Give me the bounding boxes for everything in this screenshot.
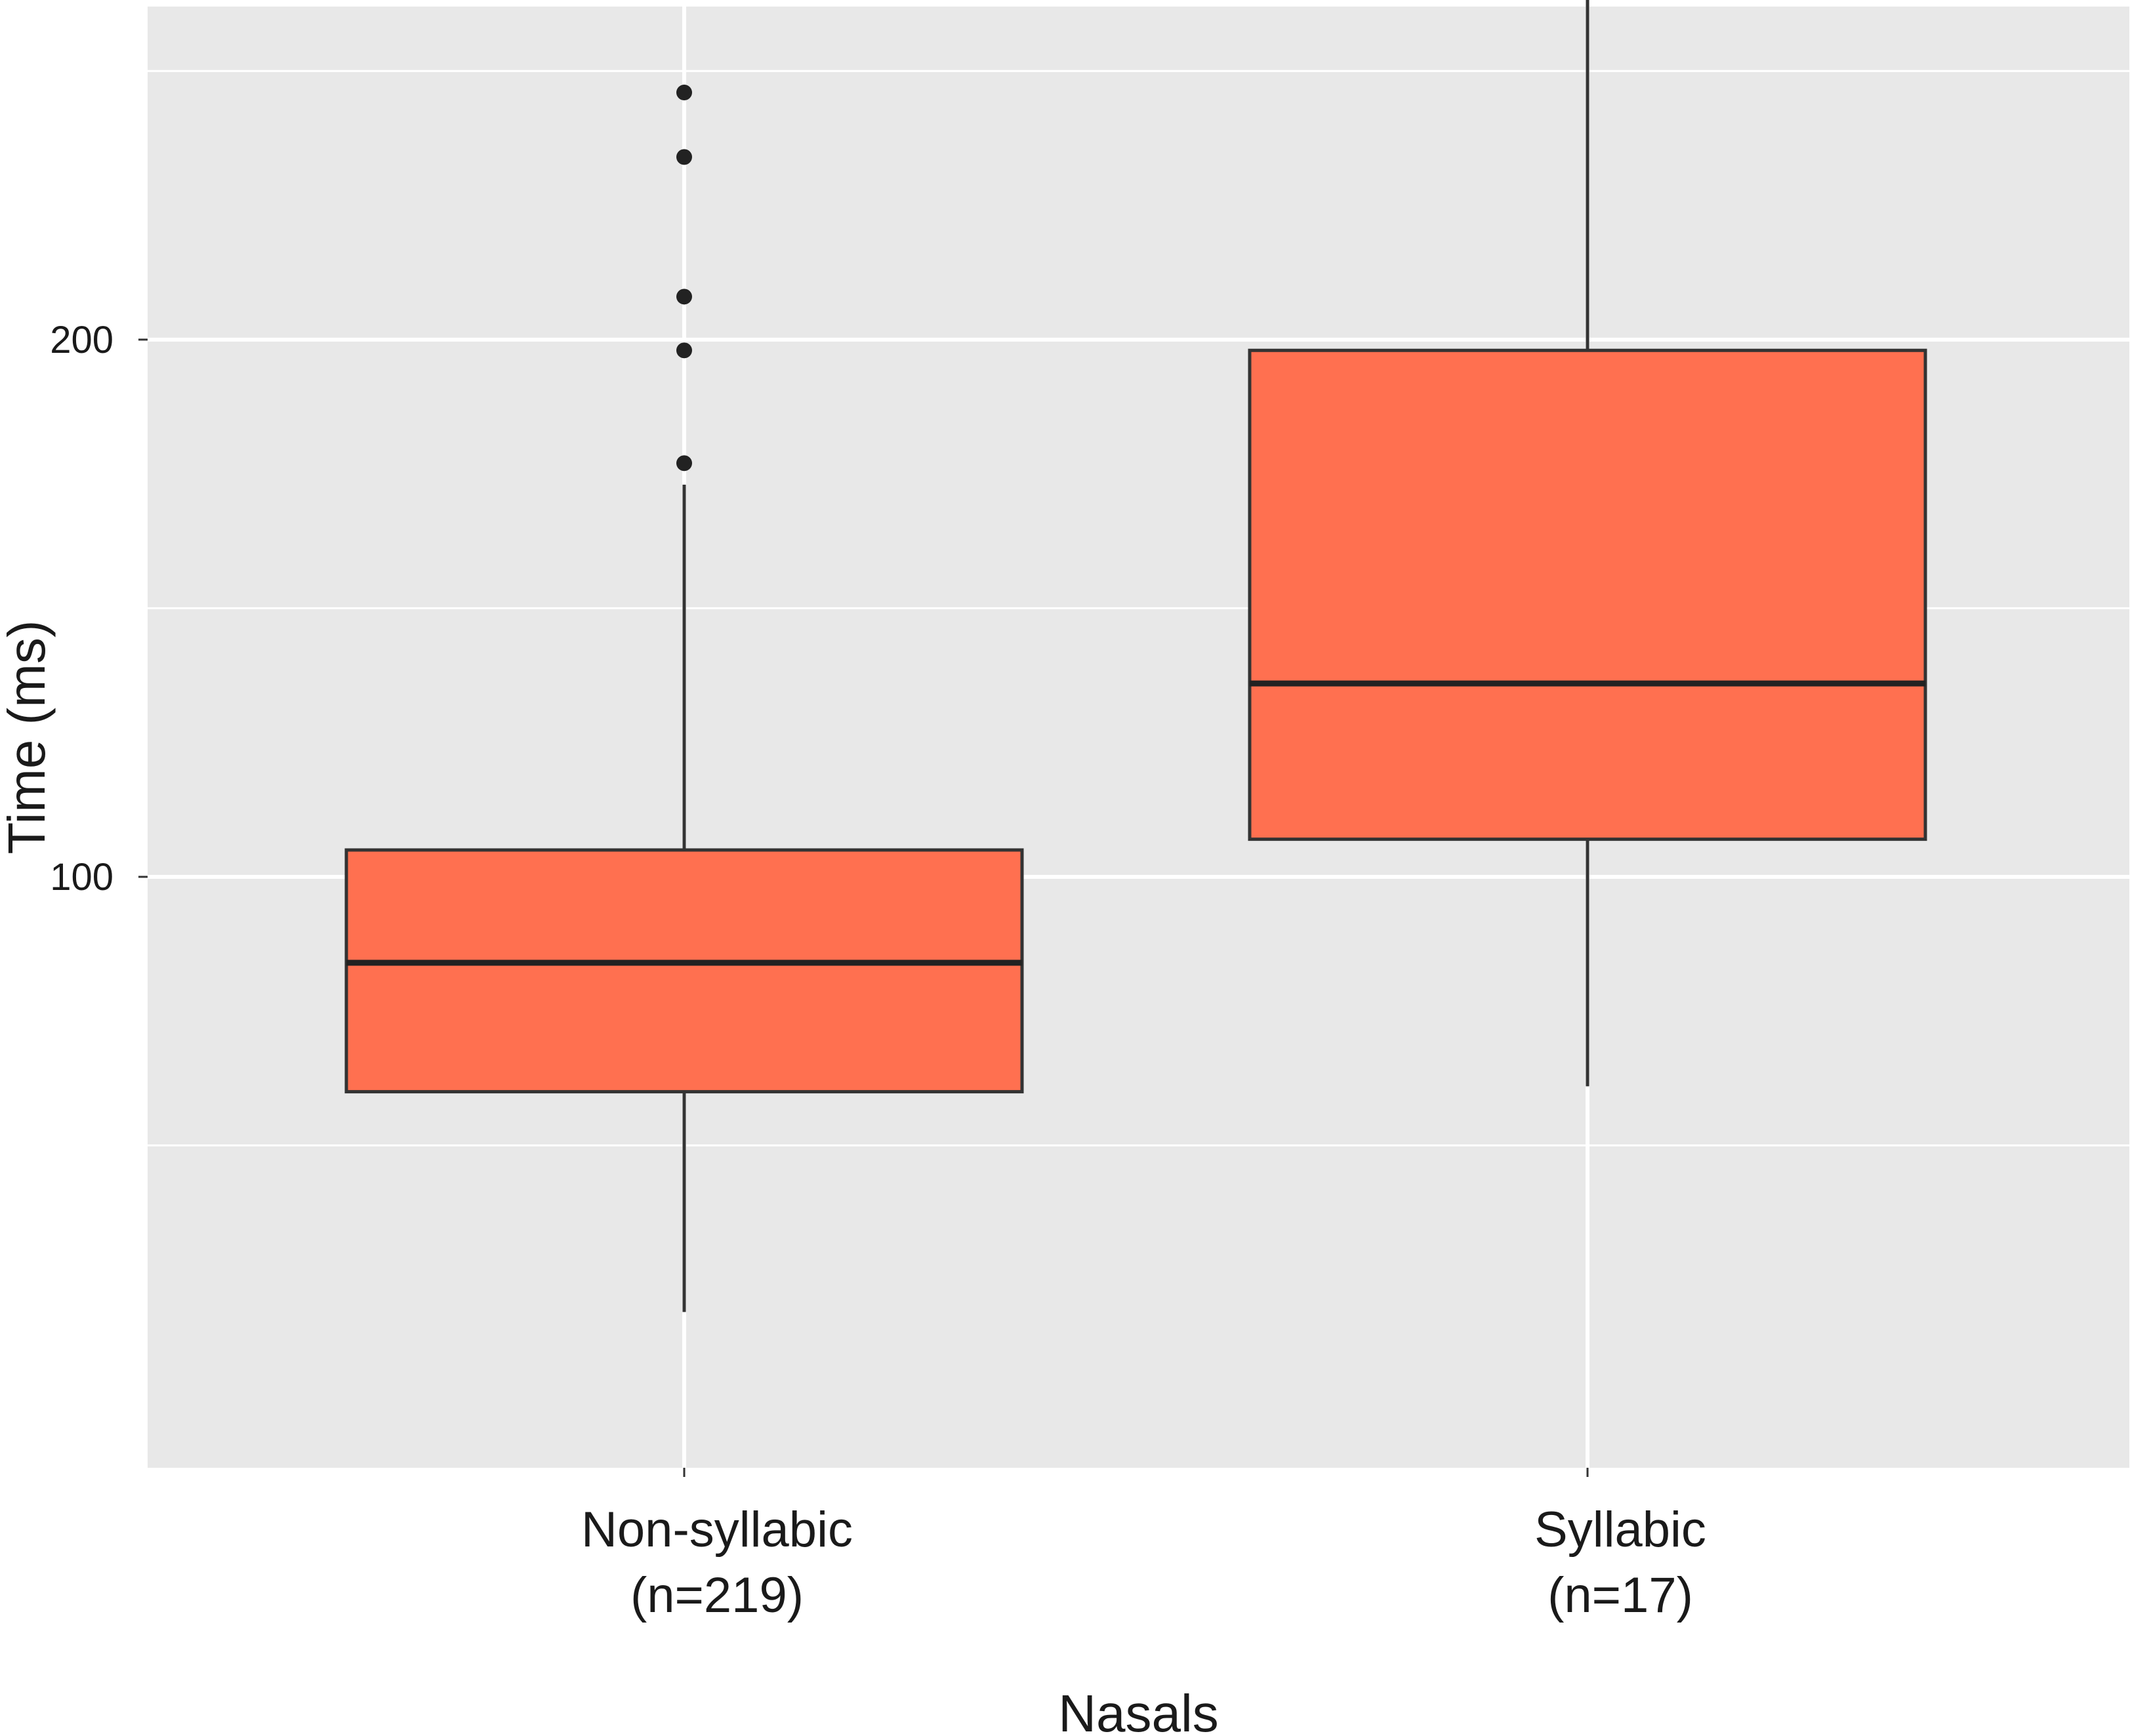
y-axis-title: Time (ms)	[0, 620, 56, 855]
iqr-box	[1248, 348, 1927, 841]
x-axis-title: Nasals	[1058, 1684, 1219, 1736]
outlier-point	[676, 149, 692, 165]
x-tick-label: Non-syllabic	[581, 1502, 853, 1558]
outlier-point	[676, 342, 692, 359]
y-tick-label: 100	[50, 856, 113, 898]
boxes	[344, 0, 1927, 1312]
y-axis-ticks: 100 200	[50, 319, 148, 898]
outlier-point	[676, 289, 692, 305]
y-tick-label: 200	[50, 319, 113, 361]
outlier-point	[676, 85, 692, 101]
x-axis-ticks: Non-syllabic (n=219) Syllabic (n=17)	[581, 1468, 1706, 1623]
x-tick-label: (n=17)	[1548, 1567, 1693, 1623]
x-tick-label: Syllabic	[1534, 1502, 1706, 1558]
x-tick-label: (n=219)	[630, 1567, 804, 1623]
iqr-box	[344, 848, 1024, 1094]
box-group	[1248, 0, 1927, 1087]
outlier-point	[676, 455, 692, 472]
box-group	[344, 85, 1024, 1312]
